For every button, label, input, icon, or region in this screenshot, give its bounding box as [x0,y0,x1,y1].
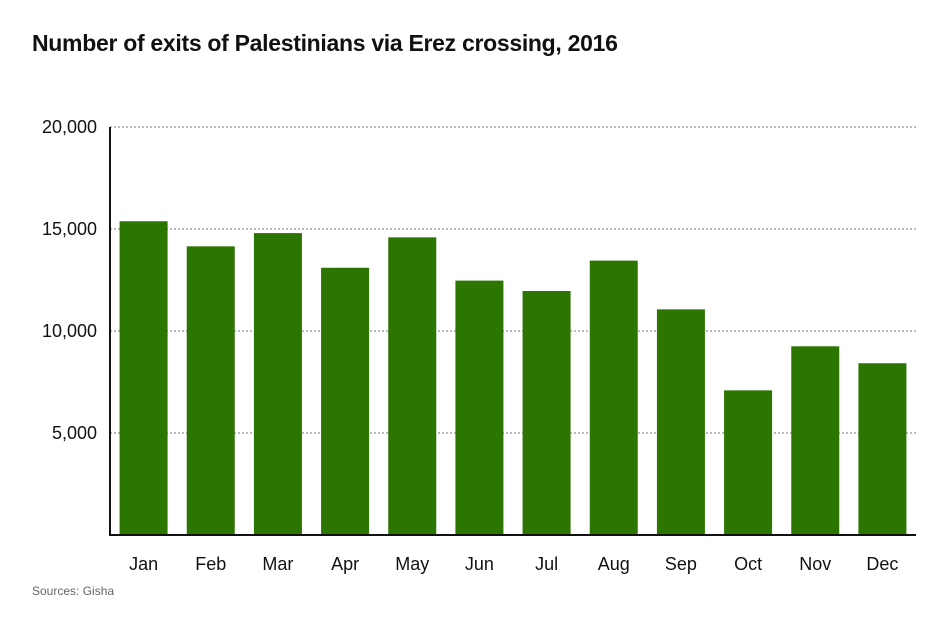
bar-sep [656,309,705,535]
x-tick-label: Sep [665,554,697,574]
bar-feb [186,246,235,535]
x-tick-label: Jan [129,554,158,574]
y-tick-label: 20,000 [42,117,97,137]
x-tick-label: Aug [598,554,630,574]
bar-jan [119,221,168,536]
x-tick-label: Jun [465,554,494,574]
chart-title: Number of exits of Palestinians via Erez… [32,30,618,56]
bar-jun [455,280,504,535]
bar-dec [858,363,907,535]
x-tick-label: Dec [866,554,898,574]
x-tick-label: Nov [799,554,831,574]
x-tick-label: Feb [195,554,226,574]
bar-jul [522,291,571,535]
bar-apr [321,267,370,535]
bar-oct [724,390,773,535]
y-tick-label: 5,000 [52,423,97,443]
x-tick-label: Apr [331,554,359,574]
x-tick-label: Mar [262,554,293,574]
source-note: Sources: Gisha [32,584,115,598]
x-tick-label: Oct [734,554,762,574]
y-tick-label: 10,000 [42,321,97,341]
bar-mar [253,233,302,535]
x-tick-label: Jul [535,554,558,574]
bar-nov [791,346,840,535]
x-tick-label: May [395,554,429,574]
y-tick-label: 15,000 [42,219,97,239]
bar-aug [589,260,638,535]
bar-may [388,237,437,535]
